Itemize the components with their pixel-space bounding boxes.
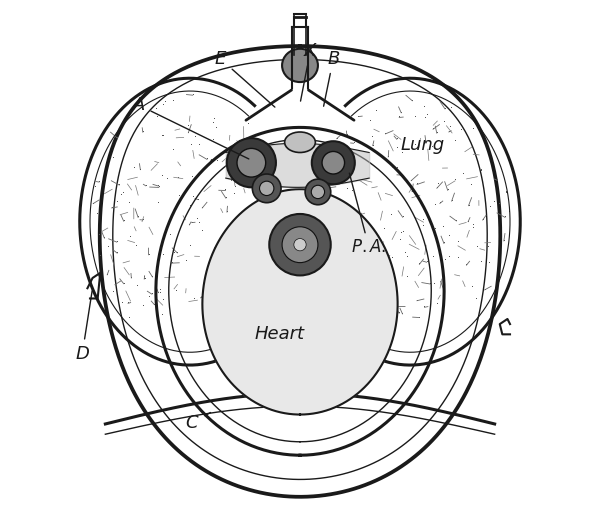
Text: $C$: $C$ xyxy=(185,413,211,432)
Circle shape xyxy=(312,141,355,184)
Circle shape xyxy=(260,181,274,196)
Circle shape xyxy=(294,238,306,251)
Circle shape xyxy=(282,227,318,263)
Circle shape xyxy=(322,151,344,174)
Text: $P.A.$: $P.A.$ xyxy=(349,173,386,256)
Ellipse shape xyxy=(282,49,318,82)
Text: Heart: Heart xyxy=(254,325,305,344)
Circle shape xyxy=(305,179,331,205)
Circle shape xyxy=(253,174,281,203)
Circle shape xyxy=(237,148,266,177)
Circle shape xyxy=(311,185,325,199)
Text: Lung: Lung xyxy=(401,136,445,154)
Circle shape xyxy=(269,214,331,276)
Ellipse shape xyxy=(284,132,316,152)
Text: $B$: $B$ xyxy=(323,50,340,106)
Text: $D$: $D$ xyxy=(75,291,92,363)
Text: $X$: $X$ xyxy=(301,42,318,101)
Circle shape xyxy=(227,138,276,187)
Text: $E$: $E$ xyxy=(214,50,275,107)
Text: $A$: $A$ xyxy=(131,96,249,159)
Polygon shape xyxy=(202,189,398,415)
